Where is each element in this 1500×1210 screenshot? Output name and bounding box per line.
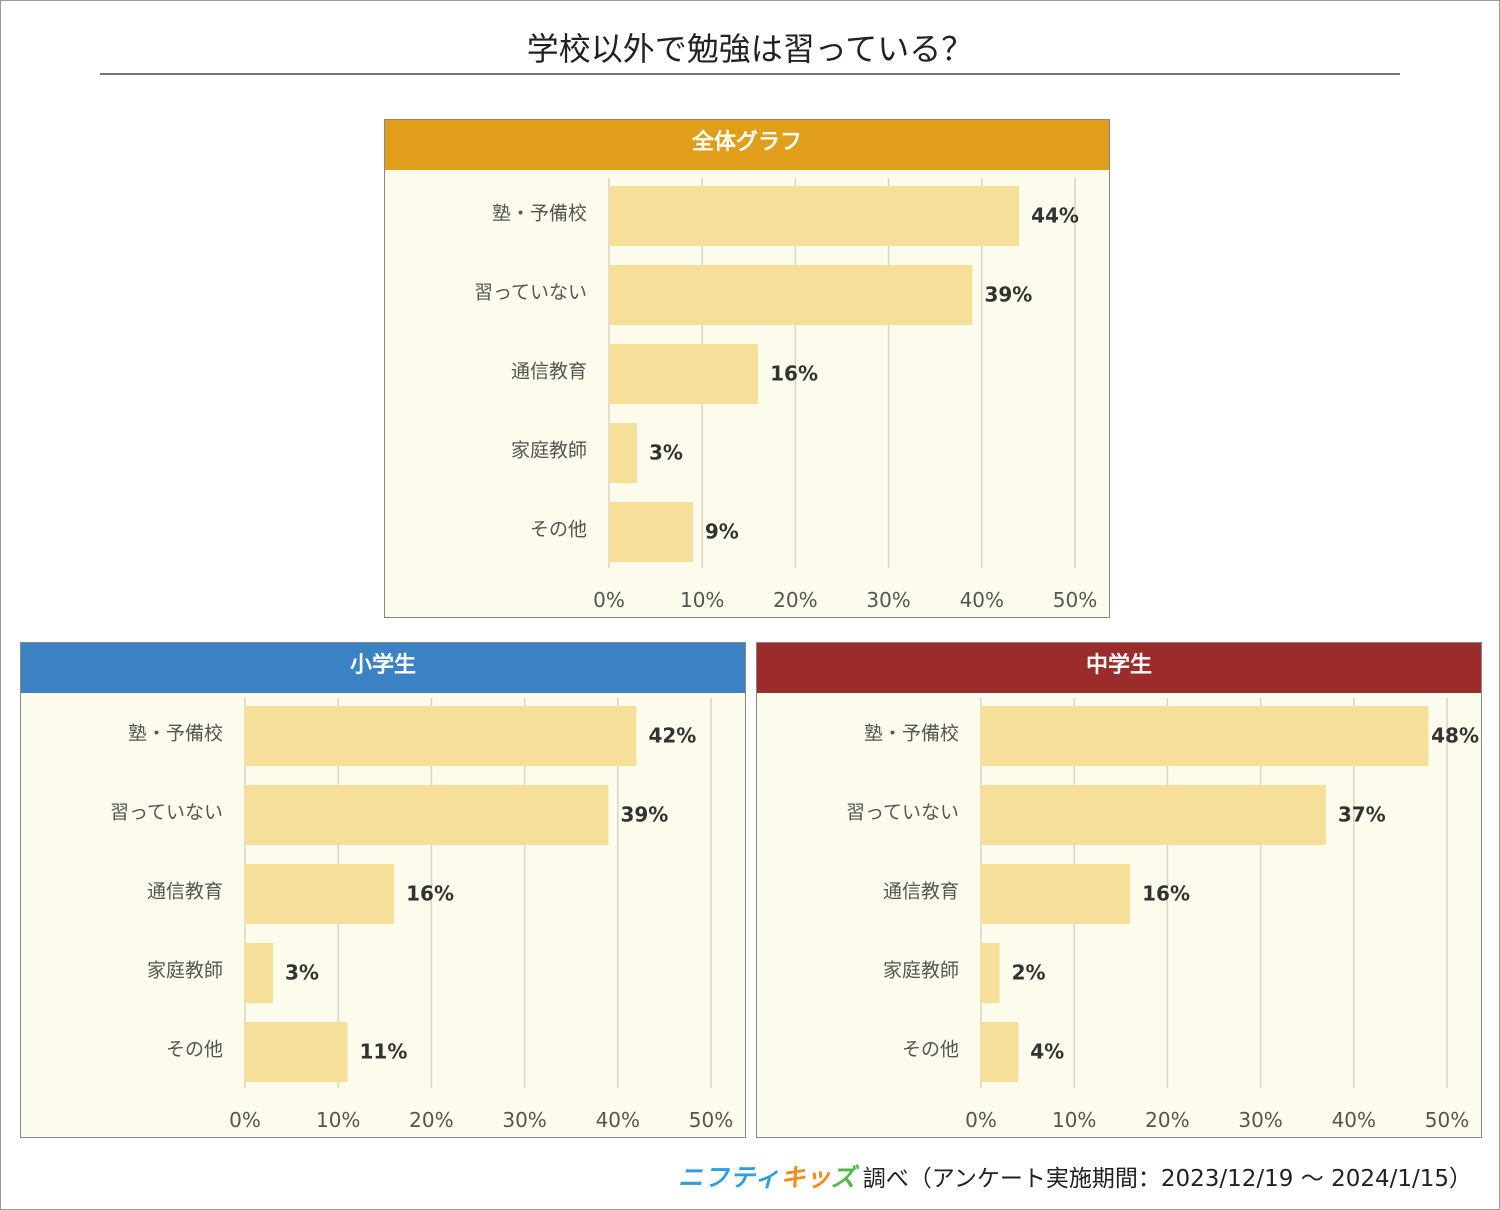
x-tick-label: 40% — [596, 1108, 640, 1132]
data-label: 4% — [1030, 1040, 1064, 1064]
junior-high-chart-header: 中学生 — [757, 643, 1481, 693]
footer-credit: ニフティキッズ 調べ（アンケート実施期間：2023/12/19 ～ 2024/1… — [0, 1158, 1472, 1194]
bar — [609, 423, 637, 483]
data-label: 39% — [620, 803, 668, 827]
category-label: その他 — [530, 519, 587, 541]
bar — [609, 344, 759, 404]
data-label: 44% — [1031, 204, 1079, 228]
bar — [245, 943, 273, 1003]
data-label: 42% — [648, 724, 696, 748]
bar — [609, 186, 1020, 246]
category-label: 通信教育 — [511, 361, 587, 383]
elementary-chart-header: 小学生 — [21, 643, 745, 693]
logo-nifty: ニフティ — [677, 1163, 781, 1192]
junior-high-chart: 0% 10% 20% 30% 40% 50% 塾・予備校 48% 習っていない 37% 通信教育 16… — [846, 698, 1479, 1132]
category-label: 習っていない — [474, 282, 587, 304]
category-label: 塾・予備校 — [128, 723, 223, 745]
elementary-chart-panel: 小学生 0% 10% 20% 30% 40% 50% 塾・予備校 42% 習っていない 39% 通信… — [20, 642, 746, 1138]
x-tick-label: 10% — [680, 588, 724, 612]
data-label: 3% — [285, 961, 319, 985]
category-label: 通信教育 — [883, 881, 959, 903]
bar — [245, 706, 637, 766]
data-label: 16% — [770, 362, 818, 386]
data-label: 37% — [1338, 803, 1386, 827]
x-tick-label: 0% — [965, 1108, 997, 1132]
logo-kids-a: キッ — [780, 1163, 831, 1192]
category-label: その他 — [902, 1039, 959, 1061]
bar — [245, 1022, 348, 1082]
bar — [609, 265, 973, 325]
logo-kids-b: ズ — [830, 1163, 856, 1192]
survey-period-text: 調べ（アンケート実施期間：2023/12/19 ～ 2024/1/15） — [862, 1166, 1472, 1192]
data-label: 3% — [649, 441, 683, 465]
category-label: 通信教育 — [147, 881, 223, 903]
category-label: 習っていない — [110, 802, 223, 824]
junior-high-chart-panel: 中学生 0% 10% 20% 30% 40% 50% 塾・予備校 48% 習っていない 37% 通信… — [756, 642, 1482, 1138]
x-tick-label: 20% — [409, 1108, 453, 1132]
category-label: その他 — [166, 1039, 223, 1061]
bar — [981, 943, 1000, 1003]
category-label: 家庭教師 — [147, 960, 223, 982]
data-label: 16% — [406, 882, 454, 906]
x-tick-label: 10% — [316, 1108, 360, 1132]
category-label: 塾・予備校 — [492, 203, 587, 225]
x-tick-label: 20% — [773, 588, 817, 612]
x-tick-label: 40% — [1332, 1108, 1376, 1132]
data-label: 11% — [360, 1040, 408, 1064]
x-tick-label: 50% — [1425, 1108, 1469, 1132]
data-label: 48% — [1431, 724, 1479, 748]
bar — [245, 785, 609, 845]
category-label: 家庭教師 — [883, 960, 959, 982]
category-label: 習っていない — [846, 802, 959, 824]
data-label: 16% — [1142, 882, 1190, 906]
bar — [245, 864, 395, 924]
bar — [609, 502, 693, 562]
category-label: 家庭教師 — [511, 440, 587, 462]
x-tick-label: 30% — [1238, 1108, 1282, 1132]
overall-chart-panel: 全体グラフ 0% 10% 20% 30% 40% 50% 塾・予備校 44% 習っていない 39%… — [384, 119, 1110, 618]
data-label: 39% — [984, 283, 1032, 307]
overall-chart-header: 全体グラフ — [385, 120, 1109, 170]
bar — [981, 785, 1326, 845]
bar — [981, 864, 1131, 924]
data-label: 9% — [705, 520, 739, 544]
x-tick-label: 20% — [1145, 1108, 1189, 1132]
x-tick-label: 0% — [229, 1108, 261, 1132]
x-tick-label: 0% — [593, 588, 625, 612]
x-tick-label: 10% — [1052, 1108, 1096, 1132]
x-tick-label: 40% — [960, 588, 1004, 612]
x-tick-label: 30% — [866, 588, 910, 612]
bar — [981, 1022, 1019, 1082]
x-tick-label: 30% — [502, 1108, 546, 1132]
page-title: 学校以外で勉強は習っている？ — [526, 30, 974, 68]
x-tick-label: 50% — [1053, 588, 1097, 612]
x-tick-label: 50% — [689, 1108, 733, 1132]
bar — [981, 706, 1429, 766]
overall-chart: 0% 10% 20% 30% 40% 50% 塾・予備校 44% 習っていない 39% 通信教育 16… — [474, 178, 1097, 612]
data-label: 2% — [1012, 961, 1046, 985]
elementary-chart: 0% 10% 20% 30% 40% 50% 塾・予備校 42% 習っていない 39% 通信教育 16… — [110, 698, 733, 1132]
category-label: 塾・予備校 — [864, 723, 959, 745]
title-divider — [100, 73, 1400, 75]
